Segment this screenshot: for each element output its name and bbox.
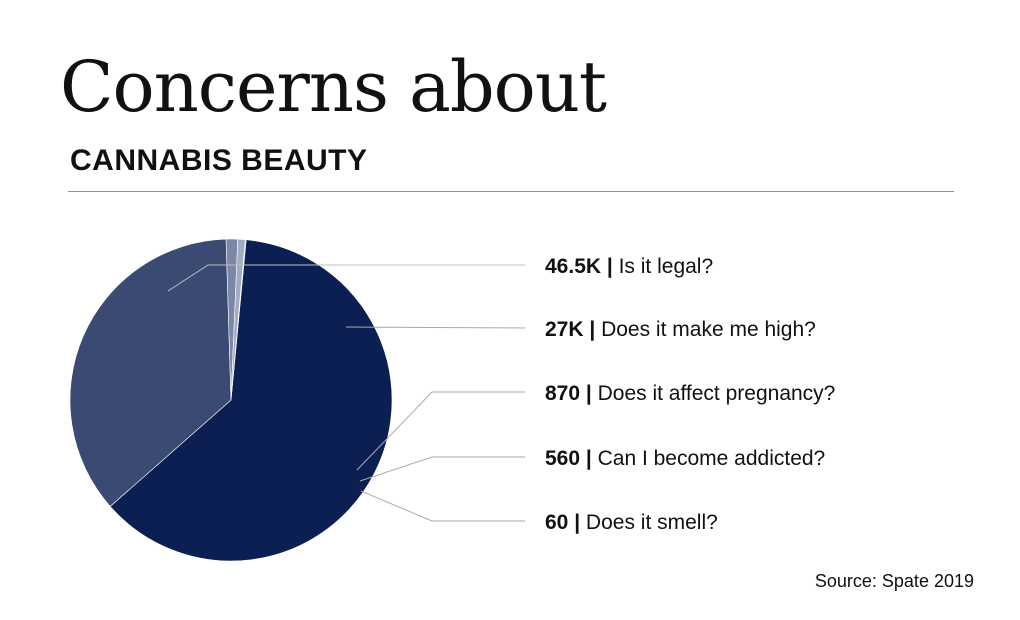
slice-label-does-it-affect-pregnancy: 870 | Does it affect pregnancy? — [545, 382, 835, 405]
slice-separator: | — [574, 511, 586, 534]
chart-subtitle: CANNABIS BEAUTY — [70, 144, 368, 177]
slice-separator: | — [586, 447, 598, 470]
slice-label-does-it-make-me-high: 27K | Does it make me high? — [545, 318, 816, 341]
slice-value: 46.5K — [545, 255, 607, 278]
slice-value: 560 — [545, 447, 586, 470]
leader-line-is-it-legal — [167, 264, 525, 292]
slice-text: Does it smell? — [586, 511, 718, 534]
slice-text: Does it affect pregnancy? — [598, 382, 836, 405]
slice-text: Is it legal? — [619, 255, 714, 278]
pie-slice-does-it-make-me-high — [69, 238, 232, 507]
slice-separator: | — [586, 382, 598, 405]
pie-slice-does-it-smell — [230, 239, 247, 401]
slice-value: 27K — [545, 318, 589, 341]
slice-labels: 46.5K | Is it legal? 27K | Does it make m… — [545, 255, 835, 534]
slice-separator: | — [607, 255, 619, 278]
slice-text: Does it make me high? — [601, 318, 816, 341]
pie-slice-is-it-legal — [109, 239, 393, 562]
slice-label-can-i-become-addicted: 560 | Can I become addicted? — [545, 447, 825, 470]
slice-label-is-it-legal: 46.5K | Is it legal? — [545, 255, 713, 278]
leader-line-does-it-make-me-high — [345, 326, 526, 329]
leader-line-can-i-become-addicted — [359, 456, 525, 482]
pie-slices — [69, 238, 393, 562]
slice-separator: | — [589, 318, 601, 341]
title-divider — [68, 191, 954, 192]
leader-lines — [167, 264, 526, 522]
leader-line-does-it-smell — [360, 490, 525, 522]
slice-value: 870 — [545, 382, 586, 405]
slice-text: Can I become addicted? — [598, 447, 826, 470]
source-note: Source: Spate 2019 — [814, 571, 974, 591]
slice-label-does-it-smell: 60 | Does it smell? — [545, 511, 718, 534]
slice-value: 60 — [545, 511, 574, 534]
chart-title: Concerns about — [60, 46, 607, 128]
leader-line-does-it-affect-pregnancy — [356, 391, 525, 471]
